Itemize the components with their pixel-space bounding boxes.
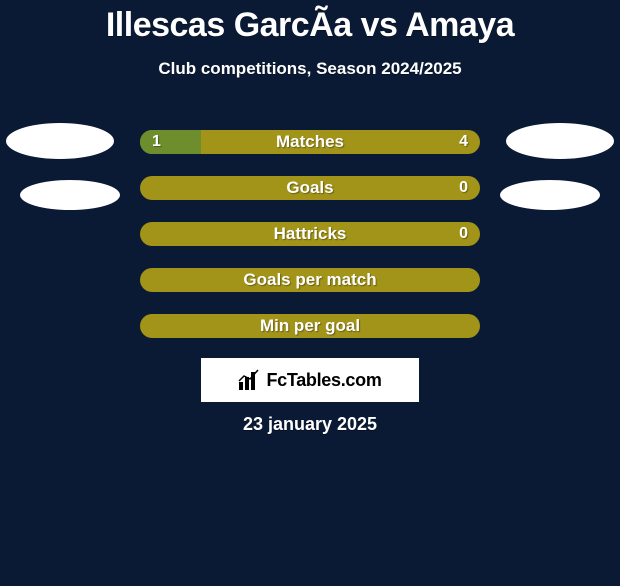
stat-bar-value-right: 4 — [459, 130, 468, 154]
stat-bar-value-left: 1 — [152, 130, 161, 154]
stat-bar-value-right: 0 — [459, 222, 468, 246]
stat-bar: Matches1 4 — [140, 130, 480, 154]
stat-bar-label: Goals per match — [140, 268, 480, 292]
stat-bar: Min per goal — [140, 314, 480, 338]
stat-bar-label: Goals — [140, 176, 480, 200]
player-photo-right-1 — [506, 123, 614, 159]
stat-bar: Goals0 — [140, 176, 480, 200]
bar-chart-icon — [238, 369, 260, 391]
player-photo-left-1 — [6, 123, 114, 159]
brand-name: FcTables.com — [266, 370, 381, 391]
subtitle: Club competitions, Season 2024/2025 — [0, 59, 620, 79]
comparison-chart: Matches14Goals0Hattricks0Goals per match… — [140, 130, 480, 360]
snapshot-date: 23 january 2025 — [0, 414, 620, 435]
stat-bar-label: Hattricks — [140, 222, 480, 246]
stat-bar: Goals per match — [140, 268, 480, 292]
player-photo-right-2 — [500, 180, 600, 210]
stat-bar-label: Matches — [140, 130, 480, 154]
stat-bar-label: Min per goal — [140, 314, 480, 338]
page-title: Illescas GarcÃ­a vs Amaya — [0, 6, 620, 45]
brand-logo: FcTables.com — [201, 358, 419, 402]
stat-bar: Hattricks0 — [140, 222, 480, 246]
stat-bar-value-right: 0 — [459, 176, 468, 200]
player-photo-left-2 — [20, 180, 120, 210]
